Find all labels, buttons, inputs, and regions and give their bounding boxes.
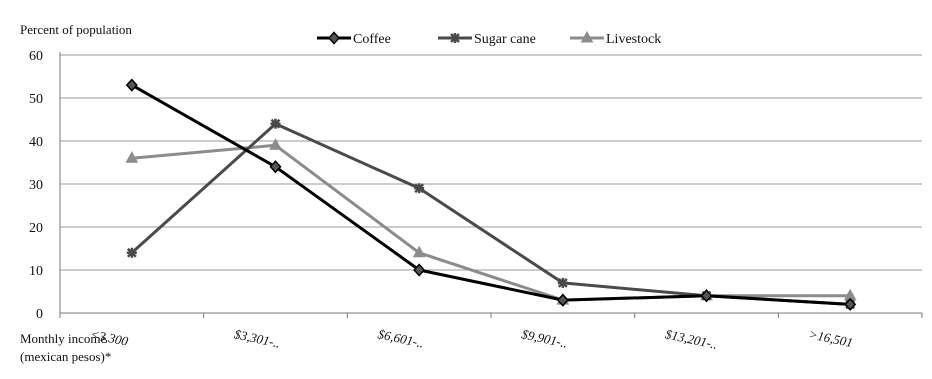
- data-point-marker: [700, 289, 713, 303]
- data-point-marker: [125, 78, 138, 92]
- series-coffee: [125, 78, 857, 312]
- data-point-marker: [414, 183, 425, 194]
- data-point-marker: [844, 297, 857, 312]
- data-point-marker: [269, 160, 282, 174]
- x-tick-label: $6,601-..: [377, 326, 426, 350]
- series-livestock: [125, 138, 857, 305]
- legend-label: Livestock: [606, 32, 661, 47]
- data-point-marker: [270, 118, 281, 129]
- legend-item: Livestock: [570, 30, 661, 47]
- x-tick-labels: <3,300 $3,301-.. $6,601-.. $9,901-.. $13,201…: [89, 326, 854, 352]
- y-tick-label: 20: [29, 221, 43, 236]
- x-axis-label-line-2: (mexican pesos)*: [20, 349, 111, 364]
- data-point-marker: [412, 245, 426, 258]
- x-tick-label: >16,501: [808, 326, 855, 350]
- series-line: [131, 143, 851, 302]
- y-axis-label: Percent of population: [20, 22, 132, 37]
- series-group: [125, 78, 857, 312]
- y-tick-labels: 0 10 20 30 40 50 60: [29, 49, 43, 322]
- x-tick-label: $3,301-..: [233, 326, 282, 350]
- x-tick-label: $13,201-..: [664, 326, 719, 352]
- y-tick-label: 60: [29, 49, 43, 64]
- data-point-marker: [557, 277, 568, 288]
- data-point-marker: [556, 293, 569, 307]
- data-point-marker: [269, 138, 282, 150]
- data-point-marker: [327, 31, 341, 45]
- y-tick-label: 40: [29, 135, 43, 150]
- y-tick-label: 0: [36, 307, 43, 322]
- data-point-marker: [450, 33, 460, 43]
- y-tick-label: 30: [29, 178, 43, 193]
- data-point-marker: [580, 30, 594, 43]
- legend-item: Sugar cane: [438, 32, 536, 47]
- gridlines: [60, 54, 922, 271]
- axes: [59, 52, 923, 318]
- data-point-marker: [413, 263, 426, 277]
- y-tick-label: 10: [29, 264, 43, 279]
- series-line: [131, 83, 851, 306]
- legend-label: Coffee: [353, 32, 391, 47]
- data-point-marker: [125, 151, 139, 163]
- x-axis-label-line-1: Monthly income: [20, 331, 107, 346]
- data-point-marker: [126, 247, 137, 258]
- legend-item: Coffee: [317, 31, 391, 47]
- y-tick-label: 50: [29, 92, 43, 107]
- x-tick-label: $9,901-..: [520, 326, 569, 350]
- legend-label: Sugar cane: [474, 32, 536, 47]
- legend: Coffee Sugar cane Livestock: [317, 30, 661, 47]
